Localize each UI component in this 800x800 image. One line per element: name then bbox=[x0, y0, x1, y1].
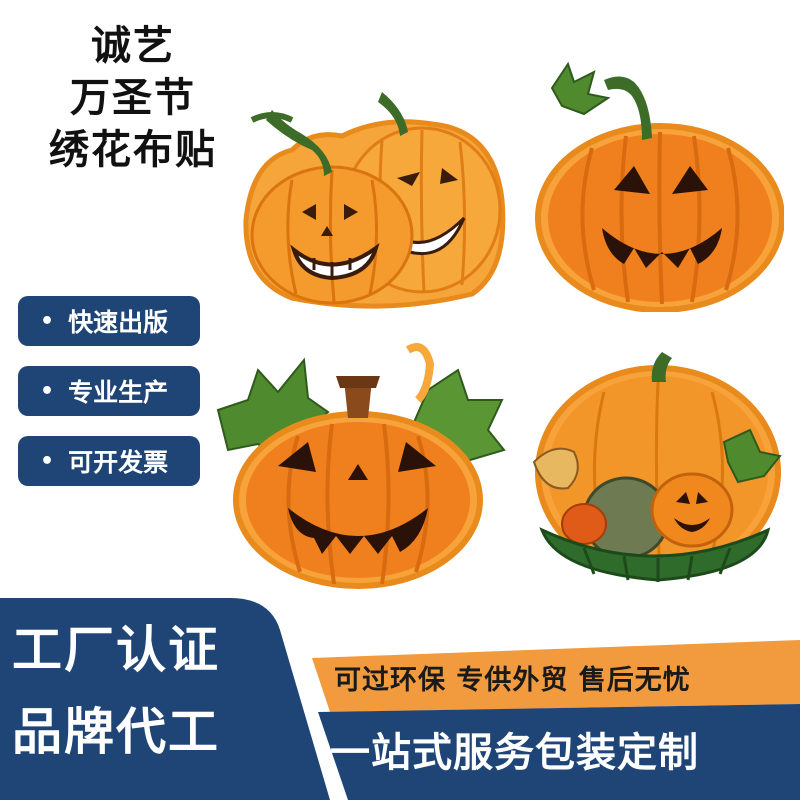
brand-title: 诚艺 bbox=[91, 23, 175, 69]
jack-o-lantern-icon bbox=[535, 61, 784, 312]
tagline-text: 可过环保 专供外贸 售后无忧 bbox=[334, 665, 691, 696]
feature-label: 可开发票 bbox=[68, 448, 169, 477]
feature-label: 快速出版 bbox=[68, 308, 169, 337]
feature-pro-production: • 专业生产 bbox=[18, 366, 200, 416]
feature-invoice: • 可开发票 bbox=[18, 436, 200, 486]
theme-title: 万圣节 bbox=[70, 75, 196, 121]
title-block: 诚艺 万圣节 绣花布贴 bbox=[28, 20, 238, 176]
brand-oem-text: 品牌代工 bbox=[12, 703, 220, 761]
bullet-icon: • bbox=[40, 308, 55, 334]
bullet-icon: • bbox=[40, 378, 55, 404]
feature-label: 专业生产 bbox=[68, 378, 169, 407]
feature-fast-plate: • 快速出版 bbox=[18, 296, 200, 346]
product-title: 绣花布贴 bbox=[49, 127, 217, 173]
bottom-banner: 工厂认证 品牌代工 可过环保 专供外贸 售后无忧 一站式服务包装定制 bbox=[0, 580, 800, 800]
banner-background bbox=[0, 598, 800, 800]
harvest-basket-icon bbox=[532, 352, 782, 582]
two-jack-o-lanterns-icon bbox=[243, 92, 506, 309]
factory-certified-text: 工厂认证 bbox=[12, 621, 220, 679]
jack-o-lantern-leaves-icon bbox=[216, 343, 506, 589]
bullet-icon: • bbox=[40, 448, 55, 474]
service-text: 一站式服务包装定制 bbox=[330, 730, 699, 776]
